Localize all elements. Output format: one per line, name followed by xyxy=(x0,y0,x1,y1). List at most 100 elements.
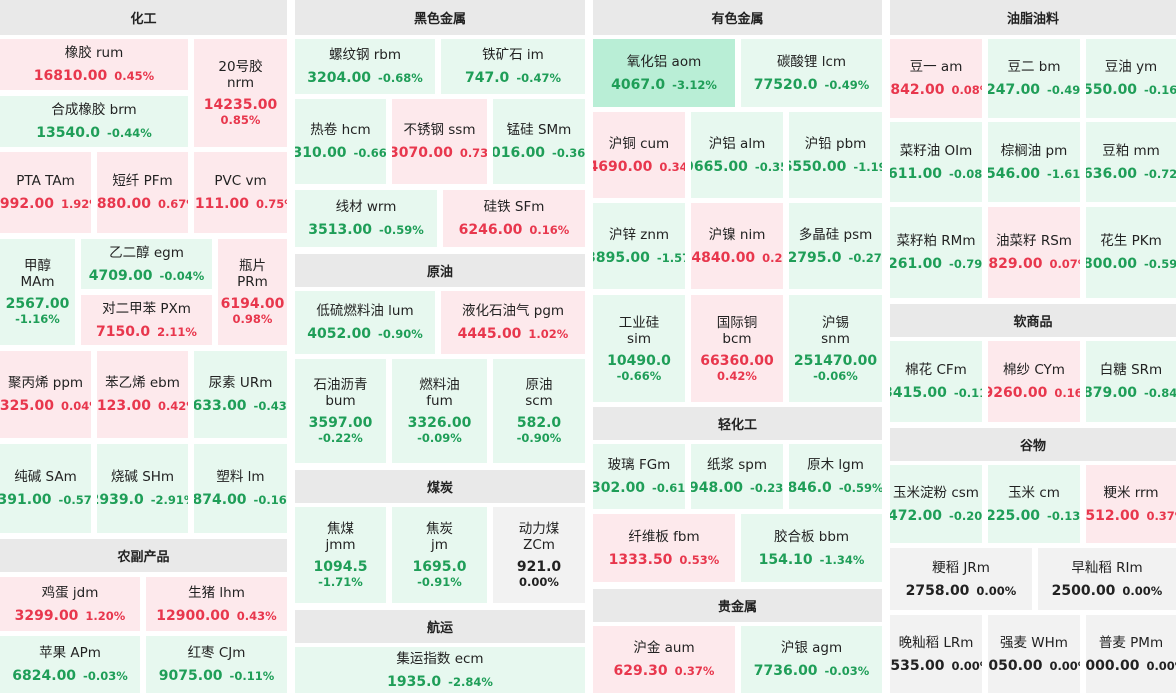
sector-header-grains: 谷物 xyxy=(890,428,1176,461)
contract-quote: 1094.5 -1.71% xyxy=(313,559,367,589)
contract-tile-OIm[interactable]: 菜籽油 OIm 8611.00 -0.08% xyxy=(890,122,982,202)
contract-change: -0.27% xyxy=(848,250,882,265)
contract-tile-rrm[interactable]: 粳米 rrm 3512.00 0.37% xyxy=(1086,465,1176,543)
contract-tile-ppm[interactable]: 聚丙烯 ppm 7325.00 0.04% xyxy=(0,351,91,438)
contract-tile-PXm[interactable]: 对二甲苯 PXm 7150.0 2.11% xyxy=(81,295,212,345)
contract-tile-ebm[interactable]: 苯乙烯 ebm 8123.00 0.42% xyxy=(97,351,188,438)
contract-tile-ecm[interactable]: 集运指数 ecm 1935.0 -2.84% xyxy=(295,647,585,693)
contract-quote: 1935.0 -2.84% xyxy=(387,674,493,690)
contract-tile-lum[interactable]: 低硫燃料油 lum 4052.00 -0.90% xyxy=(295,291,435,354)
contract-name: 短纤 PFm xyxy=(112,173,173,189)
contract-tile-lhm[interactable]: 生猪 lhm 12900.00 0.43% xyxy=(146,577,287,631)
contract-tile-WHm[interactable]: 强麦 WHm 3050.00 0.00% xyxy=(988,615,1080,693)
contract-change: -0.59% xyxy=(379,223,424,237)
contract-tile-SFm[interactable]: 硅铁 SFm 6246.00 0.16% xyxy=(443,190,585,247)
contract-tile-MAm[interactable]: 甲醇 MAm 2567.00 -1.16% xyxy=(0,239,75,345)
contract-tile-rbm[interactable]: 螺纹钢 rbm 3204.00 -0.68% xyxy=(295,39,435,94)
contract-tile-CJm[interactable]: 红枣 CJm 9075.00 -0.11% xyxy=(146,636,287,693)
contract-tile-agm[interactable]: 沪银 agm 7736.00 -0.03% xyxy=(741,626,882,693)
contract-tile-lm[interactable]: 塑料 lm 7874.00 -0.16% xyxy=(194,444,287,533)
contract-tile-LRm[interactable]: 晚籼稻 LRm 2535.00 0.00% xyxy=(890,615,982,693)
contract-name: 棉纱 CYm xyxy=(1003,362,1065,378)
contract-price: 42795.0 xyxy=(789,249,842,266)
contract-tile-CFm[interactable]: 棉花 CFm 13415.00 -0.11% xyxy=(890,341,982,422)
contract-name: 花生 PKm xyxy=(1100,233,1162,249)
contract-tile-fum[interactable]: 燃料油 fum 3326.00 -0.09% xyxy=(392,359,487,463)
contract-price: 6824.00 xyxy=(12,668,77,684)
contract-tile-nrm[interactable]: 20号胶 nrm 14235.00 0.85% xyxy=(194,39,287,147)
contract-tile-aum[interactable]: 沪金 aum 629.30 0.37% xyxy=(593,626,735,693)
contract-tile-SRm[interactable]: 白糖 SRm 5879.00 -0.84% xyxy=(1086,341,1176,422)
contract-tile-fbm[interactable]: 纤维板 fbm 1333.50 0.53% xyxy=(593,514,735,582)
contract-tile-am[interactable]: 豆一 am 3842.00 0.08% xyxy=(890,39,982,118)
contract-quote: 13540.0 -0.44% xyxy=(36,125,151,141)
contract-tile-mm[interactable]: 豆粕 mm 2636.00 -0.72% xyxy=(1086,122,1176,202)
contract-tile-PMm[interactable]: 普麦 PMm 3000.00 0.00% xyxy=(1086,615,1176,693)
contract-tile-bcm[interactable]: 国际铜 bcm 66360.00 0.42% xyxy=(691,295,783,402)
contract-tile-APm[interactable]: 苹果 APm 6824.00 -0.03% xyxy=(0,636,140,693)
sector-header-light: 轻化工 xyxy=(593,407,882,440)
contract-tile-lgm[interactable]: 原木 lgm 846.0 -0.59% xyxy=(789,444,882,509)
contract-tile-FGm[interactable]: 玻璃 FGm 1302.00 -0.61% xyxy=(593,444,685,509)
contract-tile-snm[interactable]: 沪锡 snm 251470.00 -0.06% xyxy=(789,295,882,402)
contract-tile-pgm[interactable]: 液化石油气 pgm 4445.00 1.02% xyxy=(441,291,585,354)
contract-tile-csm[interactable]: 玉米淀粉 csm 2472.00 -0.20% xyxy=(890,465,982,543)
contract-tile-lcm[interactable]: 碳酸锂 lcm 77520.0 -0.49% xyxy=(741,39,882,107)
contract-tile-URm[interactable]: 尿素 URm 1633.00 -0.43% xyxy=(194,351,287,438)
contract-quote: 16550.00 -1.19% xyxy=(789,159,882,175)
contract-change: -0.66% xyxy=(616,368,662,383)
contract-tile-SHm[interactable]: 烧碱 SHm 2939.0 -2.91% xyxy=(97,444,188,533)
contract-change: -0.91% xyxy=(417,575,462,589)
contract-tile-CYm[interactable]: 棉纱 CYm 19260.00 0.16% xyxy=(988,341,1080,422)
contract-tile-spm[interactable]: 纸浆 spm 5948.00 -0.23% xyxy=(691,444,783,509)
contract-change: -1.19% xyxy=(853,159,882,174)
contract-tile-jm[interactable]: 焦炭 jm 1695.0 -0.91% xyxy=(392,507,487,603)
contract-tile-jmm[interactable]: 焦煤 jmm 1094.5 -1.71% xyxy=(295,507,386,603)
contract-quote: 3000.00 0.00% xyxy=(1086,658,1176,674)
contract-tile-bm[interactable]: 豆二 bm 3247.00 -0.49% xyxy=(988,39,1080,118)
contract-tile-RMm[interactable]: 菜籽粕 RMm 2261.00 -0.79% xyxy=(890,207,982,298)
contract-tile-im[interactable]: 铁矿石 im 747.0 -0.47% xyxy=(441,39,585,94)
contract-name: 粳米 rrm xyxy=(1103,484,1159,501)
contract-quote: 3597.00 -0.22% xyxy=(309,415,373,445)
contract-tile-jdm[interactable]: 鸡蛋 jdm 3299.00 1.20% xyxy=(0,577,140,631)
contract-tile-ZCm[interactable]: 动力煤 ZCm 921.0 0.00% xyxy=(493,507,585,603)
contract-tile-psm[interactable]: 多晶硅 psm 42795.0 -0.27% xyxy=(789,203,882,289)
contract-tile-sim[interactable]: 工业硅 sim 10490.0 -0.66% xyxy=(593,295,685,402)
contract-tile-TAm[interactable]: PTA TAm 4992.00 1.92% xyxy=(0,152,91,233)
contract-price: 2472.00 xyxy=(890,507,943,524)
contract-tile-hcm[interactable]: 热卷 hcm 3310.00 -0.66% xyxy=(295,99,386,184)
contract-tile-PFm[interactable]: 短纤 PFm 6880.00 0.67% xyxy=(97,152,188,233)
contract-tile-scm[interactable]: 原油 scm 582.0 -0.90% xyxy=(493,359,585,463)
contract-name: 豆油 ym xyxy=(1104,59,1158,75)
contract-tile-rum[interactable]: 橡胶 rum 16810.00 0.45% xyxy=(0,39,188,90)
contract-change: -0.90% xyxy=(516,431,562,445)
contract-tile-PRm[interactable]: 瓶片 PRm 6194.00 0.98% xyxy=(218,239,287,345)
contract-quote: 14235.00 0.85% xyxy=(204,97,278,127)
contract-tile-SAm[interactable]: 纯碱 SAm 1391.00 -0.57% xyxy=(0,444,91,533)
contract-tile-JRm[interactable]: 粳稻 JRm 2758.00 0.00% xyxy=(890,548,1032,610)
contract-quote: 582.0 -0.90% xyxy=(517,415,562,445)
contract-tile-bum[interactable]: 石油沥青 bum 3597.00 -0.22% xyxy=(295,359,386,463)
contract-tile-wrm[interactable]: 线材 wrm 3513.00 -0.59% xyxy=(295,190,437,247)
contract-tile-znm[interactable]: 沪锌 znm 23895.00 -1.57% xyxy=(593,203,685,289)
contract-tile-RIm[interactable]: 早籼稻 RIm 2500.00 0.00% xyxy=(1038,548,1176,610)
contract-tile-bbm[interactable]: 胶合板 bbm 154.10 -1.34% xyxy=(741,514,882,582)
contract-tile-ym[interactable]: 豆油 ym 7550.00 -0.16% xyxy=(1086,39,1176,118)
contract-tile-pm[interactable]: 棕榈油 pm 8546.00 -1.61% xyxy=(988,122,1080,202)
contract-tile-RSm[interactable]: 油菜籽 RSm 5829.00 0.07% xyxy=(988,207,1080,298)
contract-tile-SMm[interactable]: 锰硅 SMm 6016.00 -0.36% xyxy=(493,99,585,184)
contract-tile-pbm[interactable]: 沪铅 pbm 16550.00 -1.19% xyxy=(789,112,882,198)
contract-quote: 77520.0 -0.49% xyxy=(754,77,869,93)
contract-tile-vm[interactable]: PVC vm 5111.00 0.75% xyxy=(194,152,287,233)
contract-tile-ssm[interactable]: 不锈钢 ssm 13070.00 0.73% xyxy=(392,99,487,184)
contract-tile-PKm[interactable]: 花生 PKm 7800.00 -0.59% xyxy=(1086,207,1176,298)
contract-tile-alm[interactable]: 沪铝 alm 19665.00 -0.35% xyxy=(691,112,783,198)
contract-tile-aom[interactable]: 氧化铝 aom 4067.0 -3.12% xyxy=(593,39,735,107)
contract-tile-brm[interactable]: 合成橡胶 brm 13540.0 -0.44% xyxy=(0,96,188,147)
contract-tile-cum[interactable]: 沪铜 cum 74690.00 0.34% xyxy=(593,112,685,198)
contract-tile-egm[interactable]: 乙二醇 egm 4709.00 -0.04% xyxy=(81,239,212,289)
contract-name: 菜籽油 OIm xyxy=(899,142,973,159)
contract-tile-cm[interactable]: 玉米 cm 2225.00 -0.13% xyxy=(988,465,1080,543)
contract-tile-nim[interactable]: 沪镍 nim 124840.00 0.22% xyxy=(691,203,783,289)
